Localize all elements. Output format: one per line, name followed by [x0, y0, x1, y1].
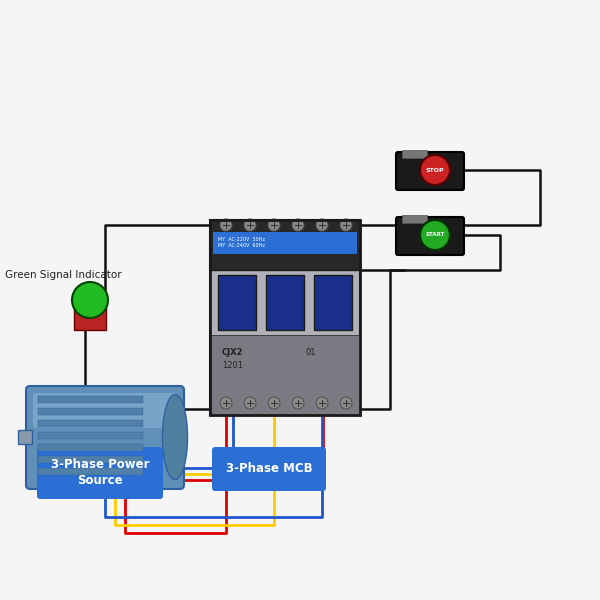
Text: STOP: STOP: [425, 167, 445, 173]
Bar: [213, 232, 357, 254]
Bar: [402, 215, 427, 223]
Bar: [266, 275, 304, 330]
Circle shape: [244, 219, 256, 231]
FancyBboxPatch shape: [212, 447, 326, 491]
Bar: [210, 335, 360, 415]
Bar: [210, 220, 360, 270]
Text: 3-Phase MCB: 3-Phase MCB: [226, 463, 313, 475]
Bar: [38, 420, 143, 427]
Bar: [74, 306, 106, 330]
Bar: [38, 432, 143, 439]
Circle shape: [220, 397, 232, 409]
Bar: [38, 456, 143, 463]
Text: 1201: 1201: [222, 361, 243, 370]
Bar: [38, 396, 143, 403]
Text: 01: 01: [305, 348, 316, 357]
Circle shape: [420, 220, 450, 250]
Text: 3-Phase Power
Source: 3-Phase Power Source: [51, 458, 149, 487]
Circle shape: [340, 219, 352, 231]
Bar: [38, 444, 143, 451]
Circle shape: [268, 219, 280, 231]
Bar: [38, 408, 143, 415]
Circle shape: [420, 155, 450, 185]
FancyBboxPatch shape: [26, 386, 184, 489]
Bar: [210, 220, 360, 415]
Text: MY  AC-220V  50Hz: MY AC-220V 50Hz: [218, 237, 265, 242]
Bar: [38, 468, 143, 475]
Bar: [314, 275, 352, 330]
Circle shape: [340, 397, 352, 409]
FancyBboxPatch shape: [33, 393, 177, 428]
Bar: [402, 150, 427, 158]
Circle shape: [244, 397, 256, 409]
Circle shape: [72, 282, 108, 318]
Bar: [18, 430, 32, 444]
Text: Green Signal Indicator: Green Signal Indicator: [5, 270, 122, 280]
Circle shape: [316, 397, 328, 409]
FancyBboxPatch shape: [37, 447, 163, 499]
Text: START: START: [425, 232, 445, 238]
Circle shape: [268, 397, 280, 409]
Ellipse shape: [163, 395, 187, 479]
Bar: [218, 275, 256, 330]
FancyBboxPatch shape: [396, 217, 464, 255]
Text: CJX2: CJX2: [222, 348, 244, 357]
Bar: [210, 220, 360, 415]
FancyBboxPatch shape: [396, 152, 464, 190]
Circle shape: [220, 219, 232, 231]
Circle shape: [316, 219, 328, 231]
Circle shape: [292, 219, 304, 231]
Circle shape: [292, 397, 304, 409]
Text: MY  AC-240V  60Hz: MY AC-240V 60Hz: [218, 243, 265, 248]
